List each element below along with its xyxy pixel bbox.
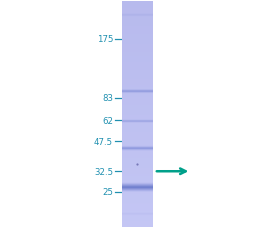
- Text: 47.5: 47.5: [94, 137, 113, 146]
- Text: 175: 175: [97, 35, 113, 44]
- Text: 83: 83: [102, 94, 113, 103]
- Text: 32.5: 32.5: [94, 167, 113, 176]
- Text: 25: 25: [102, 188, 113, 196]
- Text: 62: 62: [102, 117, 113, 125]
